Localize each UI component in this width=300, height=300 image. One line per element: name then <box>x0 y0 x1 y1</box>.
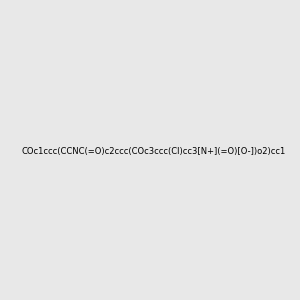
Text: COc1ccc(CCNC(=O)c2ccc(COc3ccc(Cl)cc3[N+](=O)[O-])o2)cc1: COc1ccc(CCNC(=O)c2ccc(COc3ccc(Cl)cc3[N+]… <box>22 147 286 156</box>
